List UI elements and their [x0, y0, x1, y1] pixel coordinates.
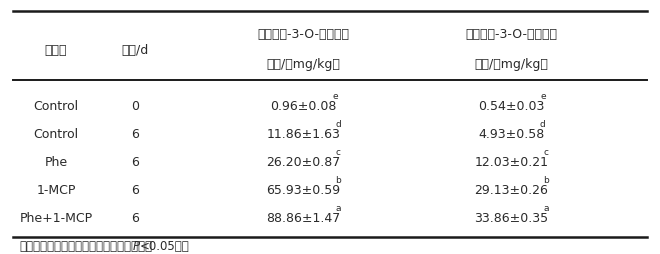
Text: 6: 6: [131, 128, 139, 141]
Text: b: b: [335, 176, 341, 185]
Text: 29.13±0.26: 29.13±0.26: [475, 184, 548, 197]
Text: 时间/d: 时间/d: [121, 44, 149, 57]
Text: e: e: [540, 91, 546, 101]
Text: 11.86±1.63: 11.86±1.63: [267, 128, 341, 141]
Text: 注：同列肩标小写字母不同表示差异显著（: 注：同列肩标小写字母不同表示差异显著（: [20, 240, 153, 253]
Text: c: c: [543, 148, 548, 157]
Text: 4.93±0.58: 4.93±0.58: [478, 128, 544, 141]
Text: b: b: [543, 176, 549, 185]
Text: 矢车菊素-3-O-芸香糖苷: 矢车菊素-3-O-芸香糖苷: [465, 28, 558, 41]
Text: 0.54±0.03: 0.54±0.03: [478, 100, 544, 113]
Text: Phe: Phe: [44, 156, 68, 169]
Text: <0.05）。: <0.05）。: [139, 240, 189, 253]
Text: 矢车菊素-3-O-葡萄糖苷: 矢车菊素-3-O-葡萄糖苷: [257, 28, 350, 41]
Text: c: c: [335, 148, 341, 157]
Text: 0: 0: [131, 100, 139, 113]
Text: 处理组: 处理组: [45, 44, 67, 57]
Text: 88.86±1.47: 88.86±1.47: [267, 212, 341, 226]
Text: 0.96±0.08: 0.96±0.08: [271, 100, 337, 113]
Text: 1-MCP: 1-MCP: [36, 184, 76, 197]
Text: 6: 6: [131, 184, 139, 197]
Text: d: d: [540, 120, 546, 129]
Text: Control: Control: [34, 128, 79, 141]
Text: 33.86±0.35: 33.86±0.35: [475, 212, 548, 226]
Text: 26.20±0.87: 26.20±0.87: [267, 156, 341, 169]
Text: P: P: [132, 240, 139, 253]
Text: d: d: [335, 120, 341, 129]
Text: Control: Control: [34, 100, 79, 113]
Text: 含量/（mg/kg）: 含量/（mg/kg）: [475, 58, 548, 71]
Text: a: a: [543, 204, 548, 213]
Text: a: a: [335, 204, 341, 213]
Text: 6: 6: [131, 156, 139, 169]
Text: e: e: [332, 91, 338, 101]
Text: 12.03±0.21: 12.03±0.21: [475, 156, 548, 169]
Text: 65.93±0.59: 65.93±0.59: [267, 184, 341, 197]
Text: Phe+1-MCP: Phe+1-MCP: [20, 212, 92, 226]
Text: 含量/（mg/kg）: 含量/（mg/kg）: [267, 58, 341, 71]
Text: 6: 6: [131, 212, 139, 226]
